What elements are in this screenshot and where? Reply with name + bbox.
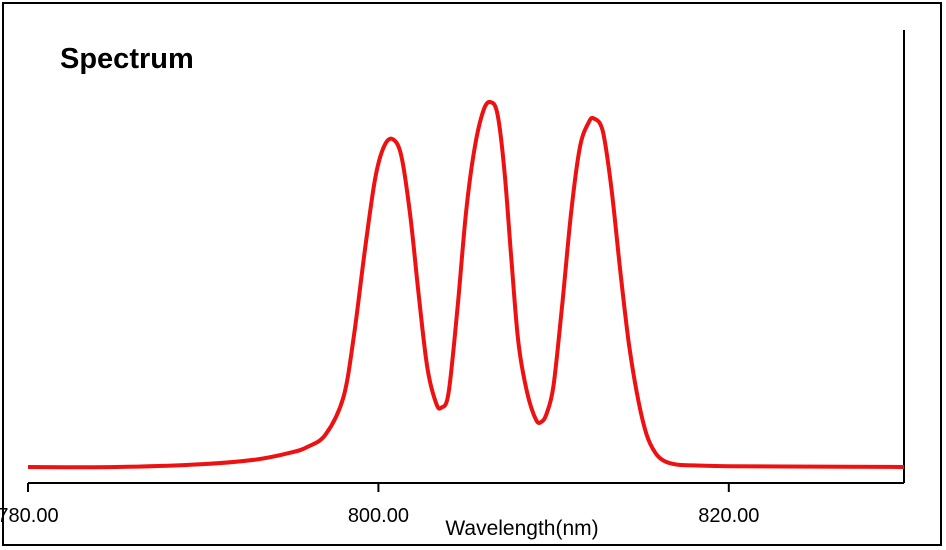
x-tick-label: 800.00 [348, 505, 409, 527]
spectrum-line [27, 99, 905, 470]
x-tick-label: 780.00 [0, 505, 59, 527]
chart-title: Spectrum [60, 43, 194, 75]
x-ticks: 780.00 800.00 820.00 [0, 483, 759, 527]
x-axis-label: Wavelength(nm) [445, 517, 598, 540]
x-tick-label: 820.00 [698, 505, 759, 527]
